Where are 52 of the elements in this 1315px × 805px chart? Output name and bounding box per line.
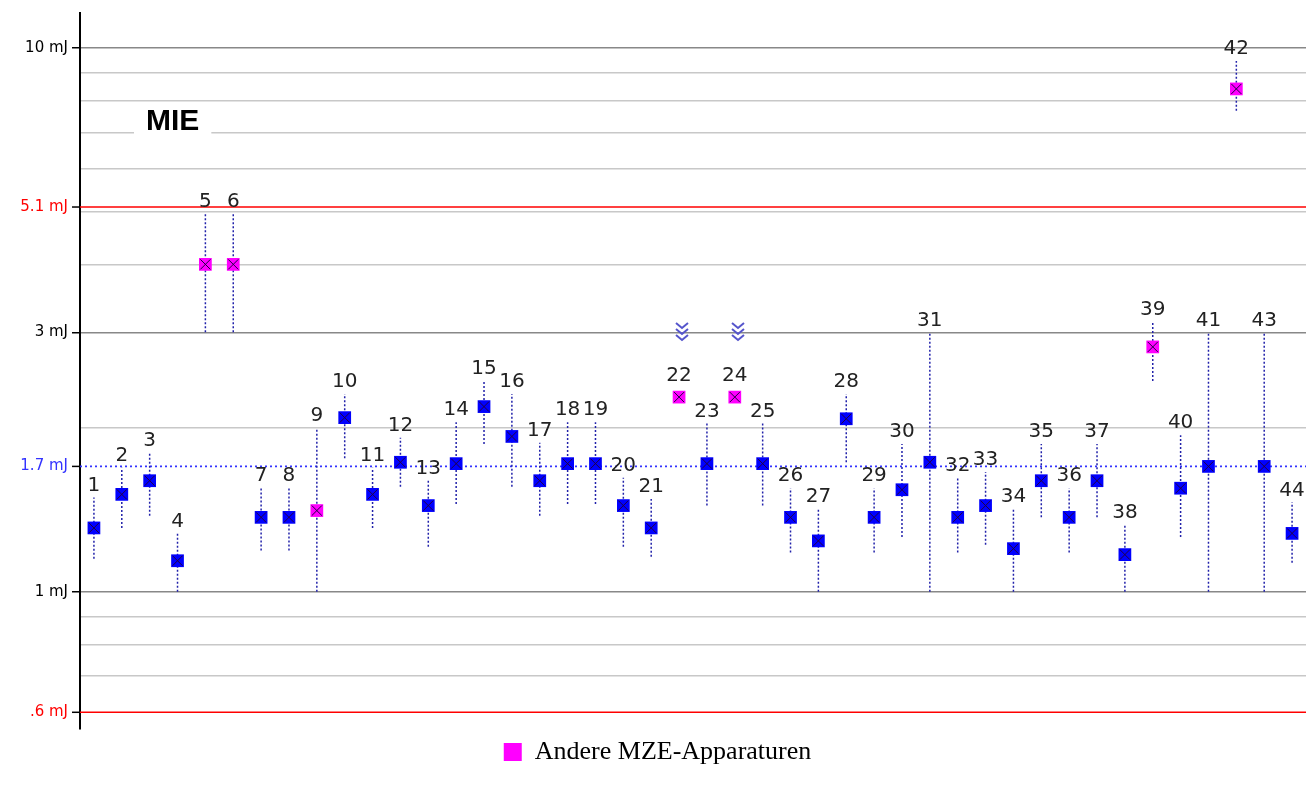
x-tick-label: 31 <box>917 306 943 331</box>
y-tick-label: 3 mJ <box>34 322 68 341</box>
x-tick-label: 1 <box>87 471 101 496</box>
x-tick-label: 44 <box>1279 476 1305 501</box>
x-tick-label: 3 <box>143 427 157 452</box>
y-tick-label: 1 mJ <box>34 581 68 600</box>
x-tick-label: 14 <box>443 396 469 421</box>
x-tick-label: 41 <box>1195 306 1222 331</box>
x-tick-label: 21 <box>638 473 664 498</box>
ref-line-label: .6 mJ <box>29 702 68 721</box>
x-tick-label: 6 <box>226 188 240 213</box>
x-tick-label: 32 <box>944 451 971 476</box>
x-tick-label: 24 <box>722 362 748 387</box>
x-tick-label: 19 <box>582 396 609 421</box>
x-tick-label: 40 <box>1167 409 1194 434</box>
x-tick-label: 26 <box>777 462 804 487</box>
y-tick-label: 10 mJ <box>25 37 68 56</box>
x-tick-label: 2 <box>115 442 129 466</box>
x-tick-label: 34 <box>1000 483 1027 508</box>
x-tick-label: 9 <box>310 402 324 427</box>
x-tick-label: 13 <box>415 454 442 479</box>
x-tick-label: 22 <box>666 362 692 387</box>
x-tick-label: 29 <box>861 462 887 487</box>
x-tick-label: 8 <box>282 462 296 487</box>
text: MIE <box>146 103 200 137</box>
x-tick-label: 4 <box>171 507 184 532</box>
x-tick-label: 42 <box>1223 35 1250 60</box>
x-tick-label: 11 <box>359 442 386 466</box>
x-tick-label: 35 <box>1028 418 1055 443</box>
x-tick-label: 10 <box>331 368 358 393</box>
x-tick-label: 20 <box>610 451 637 476</box>
x-tick-label: 37 <box>1084 418 1110 443</box>
x-tick-label: 5 <box>199 188 212 213</box>
x-tick-label: 30 <box>889 418 915 443</box>
x-tick-label: 25 <box>749 397 776 422</box>
x-tick-label: 16 <box>499 368 525 393</box>
x-tick-label: 36 <box>1056 462 1082 487</box>
x-tick-label: 7 <box>254 462 268 487</box>
ref-line-label: 5.1 mJ <box>20 196 68 215</box>
x-tick-label: 28 <box>833 368 859 393</box>
legend-label: Andere MZE-Apparaturen <box>534 735 812 765</box>
x-tick-label: 27 <box>805 483 832 508</box>
x-tick-label: 33 <box>972 446 999 471</box>
x-tick-label: 12 <box>387 411 414 436</box>
x-tick-label: 39 <box>1140 295 1166 320</box>
x-tick-label: 38 <box>1112 498 1138 523</box>
ref-line-label: 1.7 mJ <box>20 456 68 475</box>
x-tick-label: 18 <box>554 396 581 421</box>
x-tick-label: 15 <box>471 355 497 380</box>
x-tick-label: 23 <box>694 397 720 422</box>
x-tick-label: 43 <box>1251 306 1277 331</box>
x-tick-label: 17 <box>527 416 553 441</box>
